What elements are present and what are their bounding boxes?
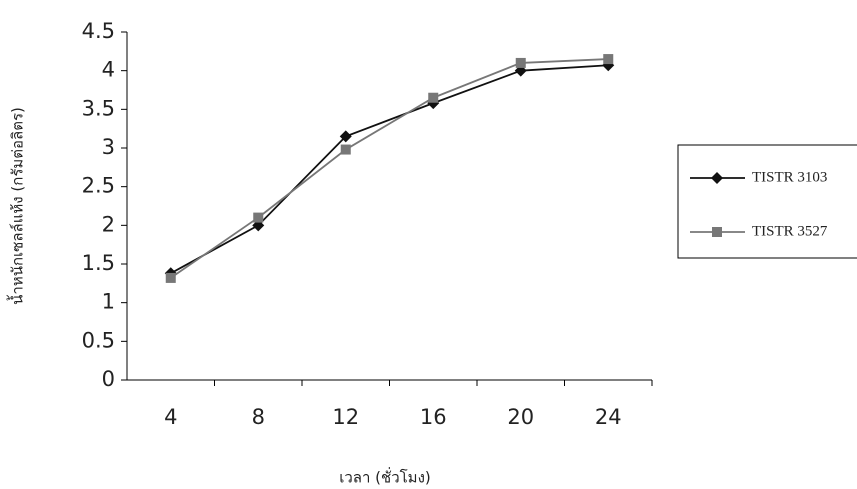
legend-box (677, 144, 857, 259)
x-tick-label: 16 (420, 405, 447, 429)
y-tick-label: 3 (102, 135, 115, 159)
marker (603, 54, 614, 65)
y-tick-label: 0.5 (82, 328, 115, 352)
x-tick-label: 24 (595, 405, 622, 429)
y-tick-label: 2.5 (82, 174, 115, 198)
y-tick-label: 2 (102, 212, 115, 236)
series-line (170, 64, 609, 275)
legend-label: TISTR 3103 (752, 169, 827, 185)
marker (339, 130, 352, 143)
marker (515, 57, 526, 68)
y-tick-label: 3.5 (82, 96, 115, 120)
series-line (170, 58, 609, 279)
marker (712, 227, 722, 237)
x-tick-label: 20 (507, 405, 534, 429)
y-axis-title: น้ำหนักเซลล์แห้ง (กรัมต่อลิตร) (7, 107, 27, 305)
x-tick-label: 8 (252, 405, 265, 429)
marker (253, 212, 264, 223)
marker (428, 92, 439, 103)
y-tick-label: 1.5 (82, 251, 115, 275)
marker (711, 172, 723, 184)
y-tick-label: 4.5 (82, 19, 115, 43)
marker (165, 272, 176, 283)
legend-label: TISTR 3527 (752, 223, 828, 239)
y-tick-label: 4 (102, 58, 115, 82)
x-tick-label: 12 (332, 405, 359, 429)
x-axis-title: เวลา (ชั่วโมง) (339, 467, 431, 487)
x-tick-label: 4 (164, 405, 177, 429)
y-tick-label: 0 (102, 367, 115, 391)
marker (340, 144, 351, 155)
y-tick-label: 1 (102, 290, 115, 314)
